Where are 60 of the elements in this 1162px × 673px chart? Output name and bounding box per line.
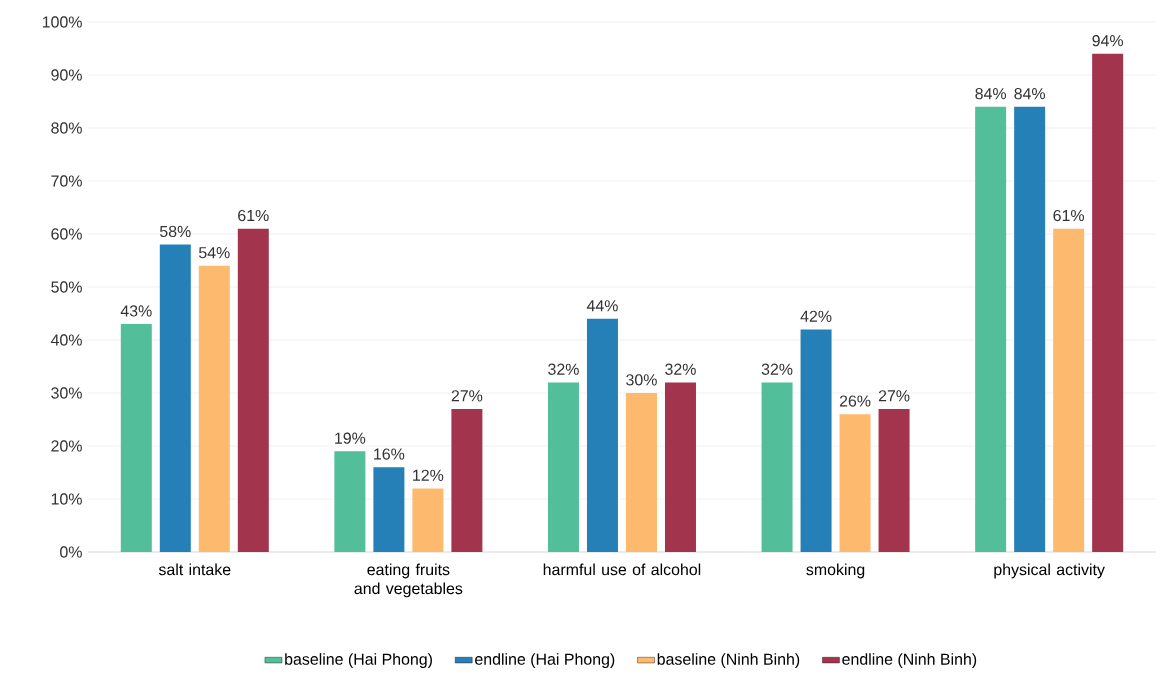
- bar: [373, 467, 405, 552]
- bar: [451, 408, 483, 552]
- data-label: 42%: [800, 310, 832, 322]
- data-label: 12%: [413, 469, 444, 481]
- data-label: 61%: [238, 209, 269, 222]
- x-tick-label: physical activity: [994, 563, 1105, 579]
- legend-label: baseline (Hai Phong): [285, 653, 432, 669]
- bar: [625, 393, 657, 552]
- data-label: 94%: [1092, 35, 1124, 47]
- y-tick-label: 80%: [51, 122, 82, 134]
- x-tick-label: salt intake: [158, 563, 231, 576]
- data-label: 84%: [975, 88, 1007, 100]
- bar: [1014, 106, 1046, 552]
- bar: [1053, 228, 1085, 552]
- y-tick-label: 60%: [51, 228, 82, 240]
- y-tick-label: 0%: [60, 546, 82, 558]
- bar: [1092, 53, 1124, 552]
- data-label: 30%: [626, 374, 657, 386]
- data-label: 61%: [1053, 209, 1085, 222]
- legend-label: endline (Hai Phong): [475, 653, 615, 669]
- data-label: 27%: [451, 390, 483, 402]
- y-tick-label: 20%: [51, 440, 82, 452]
- bar: [664, 382, 696, 552]
- y-tick-label: 90%: [51, 69, 82, 81]
- y-tick-label: 10%: [51, 493, 82, 505]
- bar: [237, 228, 269, 552]
- data-label: 32%: [761, 363, 793, 375]
- bar: [412, 488, 444, 552]
- bar: [120, 324, 152, 552]
- bar: [761, 382, 793, 552]
- data-label: 27%: [878, 390, 910, 402]
- y-tick-label: 100%: [42, 16, 82, 28]
- data-label: 26%: [839, 395, 871, 407]
- data-label: 16%: [374, 448, 405, 460]
- data-label: 84%: [1014, 88, 1046, 100]
- data-label: 32%: [665, 363, 696, 375]
- data-label: 19%: [335, 432, 366, 444]
- legend-label: baseline (Ninh Binh): [657, 653, 800, 668]
- data-label: 54%: [198, 247, 230, 259]
- bar: [334, 451, 366, 552]
- bar: [198, 265, 230, 552]
- bar: [159, 244, 191, 552]
- y-tick-label: 50%: [51, 281, 82, 293]
- data-label: 58%: [159, 225, 191, 238]
- data-label: 32%: [548, 363, 579, 375]
- x-tick-label: smoking: [806, 563, 865, 579]
- bar: [547, 382, 579, 552]
- legend-label: endline (Ninh Binh): [842, 653, 977, 668]
- bar: [800, 329, 832, 552]
- bar: [839, 414, 871, 552]
- x-tick-label: harmful use of alcohol: [543, 563, 701, 576]
- y-tick-label: 70%: [51, 175, 82, 187]
- bar: [975, 106, 1007, 552]
- x-tick-label: eating fruits and vegetables: [354, 563, 463, 598]
- data-label: 43%: [120, 305, 152, 317]
- data-label: 44%: [586, 300, 618, 312]
- bar: [586, 318, 618, 552]
- y-tick-label: 40%: [50, 334, 82, 346]
- bar: [878, 408, 910, 552]
- y-tick-label: 30%: [51, 387, 82, 399]
